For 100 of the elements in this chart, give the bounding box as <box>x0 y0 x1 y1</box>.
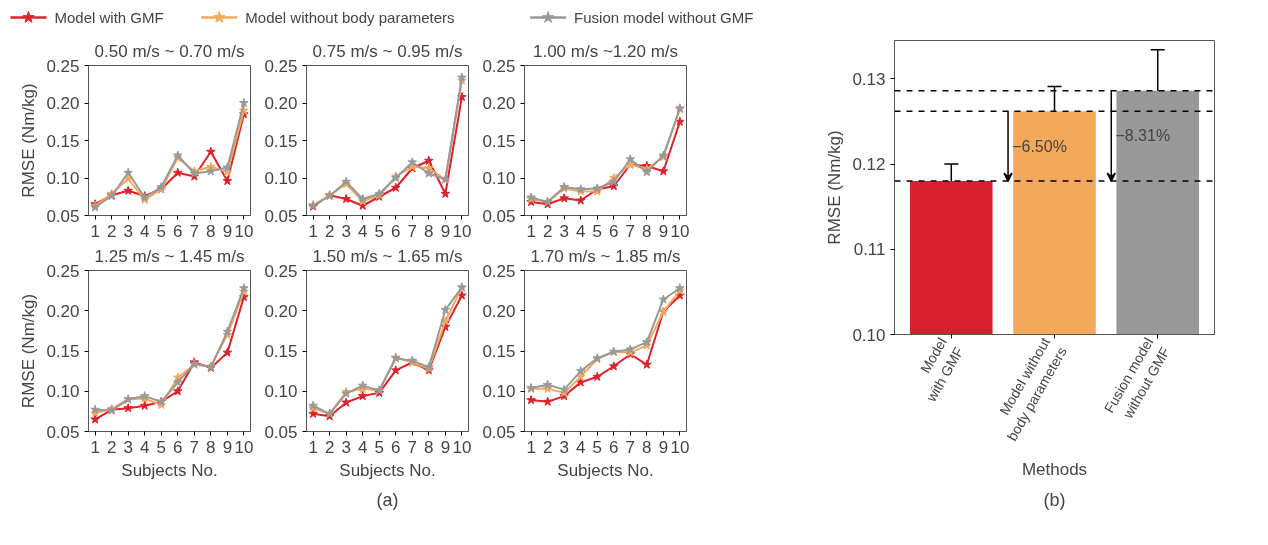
y-tick-label: 0.10 <box>46 169 80 188</box>
x-axis-title: Subjects No. <box>121 460 218 480</box>
y-tick-label: 0.20 <box>482 94 516 113</box>
x-tick-label: 6 <box>173 437 183 457</box>
y-tick-label: 0.10 <box>482 169 516 188</box>
x-axis-title: Subjects No. <box>339 460 436 480</box>
y-tick-label: 0.15 <box>46 131 80 151</box>
x-tick-label: 5 <box>156 221 166 241</box>
chart-title: 0.75 m/s ~ 0.95 m/s <box>312 41 463 61</box>
x-tick-label: 1 <box>526 221 536 241</box>
x-tick-label: 2 <box>106 437 117 457</box>
x-tick-label: 1 <box>90 437 100 457</box>
x-tick-label: 2 <box>324 221 335 241</box>
y-tick-label: 0.20 <box>46 301 80 321</box>
y-tick-label: 0.20 <box>264 94 298 113</box>
x-tick-label: 5 <box>592 437 602 457</box>
legend-label: Fusion model without GMF <box>574 9 754 26</box>
text: (b) <box>1043 489 1066 510</box>
y-tick-label: 0.25 <box>482 261 516 281</box>
x-tick-label: 8 <box>206 221 216 241</box>
x-tick-label: 7 <box>189 221 200 241</box>
x-tick-label: 7 <box>407 437 418 457</box>
y-tick-label: 0.10 <box>46 382 80 402</box>
y-tick-label: 0.05 <box>264 422 298 442</box>
x-axis-title: Subjects No. <box>557 460 654 480</box>
y-tick-label: 0.25 <box>46 261 80 281</box>
x-tick-label: 3 <box>341 221 351 241</box>
x-tick-label: 8 <box>642 221 652 241</box>
x-tick-label: 2 <box>106 221 117 241</box>
x-tick-label: 3 <box>123 437 133 457</box>
x-tick-label: 7 <box>189 437 200 457</box>
y-tick-label: 0.10 <box>264 169 298 188</box>
x-tick-label: 5 <box>374 221 384 241</box>
x-tick-label: 8 <box>424 221 434 241</box>
x-tick-label: 1 <box>308 221 318 241</box>
y-axis-title: RMSE (Nm/kg) <box>19 83 39 198</box>
y-tick-label: 0.20 <box>264 301 298 321</box>
x-tick-label: 8 <box>206 437 216 457</box>
text: (a) <box>376 489 399 510</box>
chart-title: 1.00 m/s ~1.20 m/s <box>532 41 679 61</box>
chart-title: 0.50 m/s ~ 0.70 m/s <box>94 41 245 61</box>
x-tick-label: 9 <box>222 221 233 241</box>
legend-label: Model with GMF <box>54 9 164 26</box>
x-tick-label: 10 <box>452 221 472 241</box>
x-tick-label: 1 <box>526 437 536 457</box>
y-tick-label: 0.15 <box>46 342 80 361</box>
x-tick-label: 3 <box>559 221 569 241</box>
x-tick-label: 2 <box>324 437 335 457</box>
y-tick-label: 0.15 <box>264 131 298 151</box>
y-tick-label: 0.20 <box>482 301 516 321</box>
x-tick-label: 7 <box>625 437 636 457</box>
x-tick-label: 10 <box>670 221 690 241</box>
x-axis-title: Methods <box>1021 460 1088 480</box>
x-tick-label: 4 <box>575 437 586 457</box>
y-tick-label: 0.15 <box>482 131 516 151</box>
y-tick-label: 0.05 <box>46 206 80 226</box>
x-tick-label: 10 <box>452 437 472 457</box>
y-tick-label: 0.12 <box>852 155 886 175</box>
x-tick-label: 9 <box>222 437 233 457</box>
x-tick-label: 8 <box>424 437 434 457</box>
x-tick-label: 8 <box>642 437 652 457</box>
x-tick-label: 9 <box>440 437 451 457</box>
x-tick-label: 4 <box>139 221 150 241</box>
x-tick-label: 2 <box>542 221 553 241</box>
y-tick-label: 0.05 <box>482 422 516 442</box>
y-tick-label: 0.10 <box>264 382 298 402</box>
x-tick-label: 9 <box>658 221 669 241</box>
x-tick-label: 10 <box>234 437 254 457</box>
y-tick-label: 0.20 <box>46 94 80 113</box>
y-tick-label: 0.10 <box>482 382 516 402</box>
x-tick-label: 1 <box>90 221 100 241</box>
y-tick-label: 0.25 <box>264 261 298 281</box>
y-axis-title: RMSE (Nm/kg) <box>19 293 39 409</box>
y-tick-label: 0.15 <box>482 342 516 361</box>
x-tick-label: 4 <box>139 437 150 457</box>
chart-title: 1.70 m/s ~ 1.85 m/s <box>530 246 681 266</box>
x-tick-label: 6 <box>391 437 401 457</box>
legend-label: Model without body parameters <box>245 9 455 26</box>
y-tick-label: 0.15 <box>264 342 298 361</box>
x-tick-label: 3 <box>341 437 351 457</box>
x-tick-label: 10 <box>670 437 690 457</box>
x-tick-label: 5 <box>156 437 166 457</box>
x-tick-label: 4 <box>357 437 368 457</box>
x-tick-label: 6 <box>609 221 619 241</box>
x-tick-label: 4 <box>357 221 368 241</box>
x-tick-label: 7 <box>407 221 418 241</box>
x-tick-label: 6 <box>391 221 401 241</box>
x-tick-label: 10 <box>234 221 254 241</box>
x-tick-label: 2 <box>542 437 553 457</box>
annotation: −6.50% <box>1012 137 1067 155</box>
x-tick-label: 9 <box>658 437 669 457</box>
x-tick-label: 3 <box>559 437 569 457</box>
x-tick-label: 6 <box>173 221 183 241</box>
x-tick-label: 3 <box>123 221 133 241</box>
x-tick-label: 5 <box>592 221 602 241</box>
chart-title: 1.50 m/s ~ 1.65 m/s <box>312 246 463 266</box>
x-tick-label: 9 <box>440 221 451 241</box>
x-tick-label: 4 <box>575 221 586 241</box>
x-tick-label: 6 <box>609 437 619 457</box>
y-tick-label: 0.11 <box>853 240 886 260</box>
